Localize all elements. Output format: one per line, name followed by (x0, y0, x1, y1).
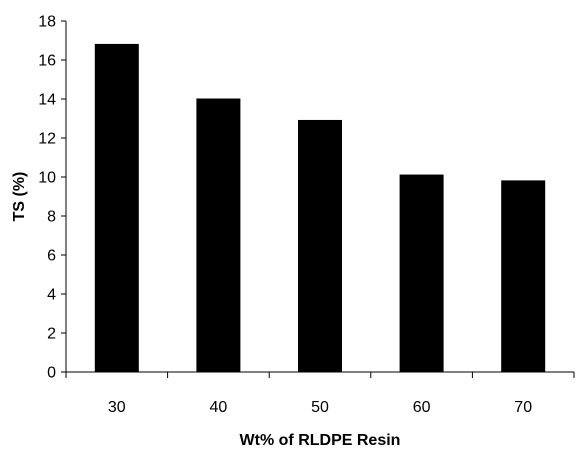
x-tick-label: 60 (413, 399, 431, 416)
y-axis-title: TS (%) (11, 172, 28, 222)
y-tick-label: 16 (38, 53, 56, 70)
x-tick-label: 30 (108, 399, 126, 416)
y-tick-label: 12 (38, 131, 56, 148)
y-tick-label: 2 (47, 326, 56, 343)
x-tick-label: 40 (210, 399, 228, 416)
bar-50 (298, 119, 342, 373)
x-tick-label: 50 (311, 399, 329, 416)
bar-40 (196, 98, 241, 373)
bar-70 (501, 180, 546, 373)
bar-30 (94, 43, 139, 373)
y-tick-label: 4 (47, 287, 56, 304)
y-tick-label: 10 (38, 170, 56, 187)
x-tick-label: 70 (514, 399, 532, 416)
bars (94, 43, 546, 373)
x-axis-ticks: 30 40 50 60 70 (65, 372, 575, 416)
y-tick-label: 18 (38, 14, 56, 31)
y-tick-label: 8 (47, 209, 56, 226)
y-tick-label: 0 (47, 365, 56, 382)
x-axis-title: Wt% of RLDPE Resin (240, 432, 401, 449)
y-tick-label: 6 (47, 248, 56, 265)
y-tick-label: 14 (38, 92, 56, 109)
bar-60 (399, 174, 444, 373)
axes (65, 21, 574, 373)
y-axis-ticks: 0 2 4 6 8 10 12 14 16 18 (38, 14, 66, 382)
